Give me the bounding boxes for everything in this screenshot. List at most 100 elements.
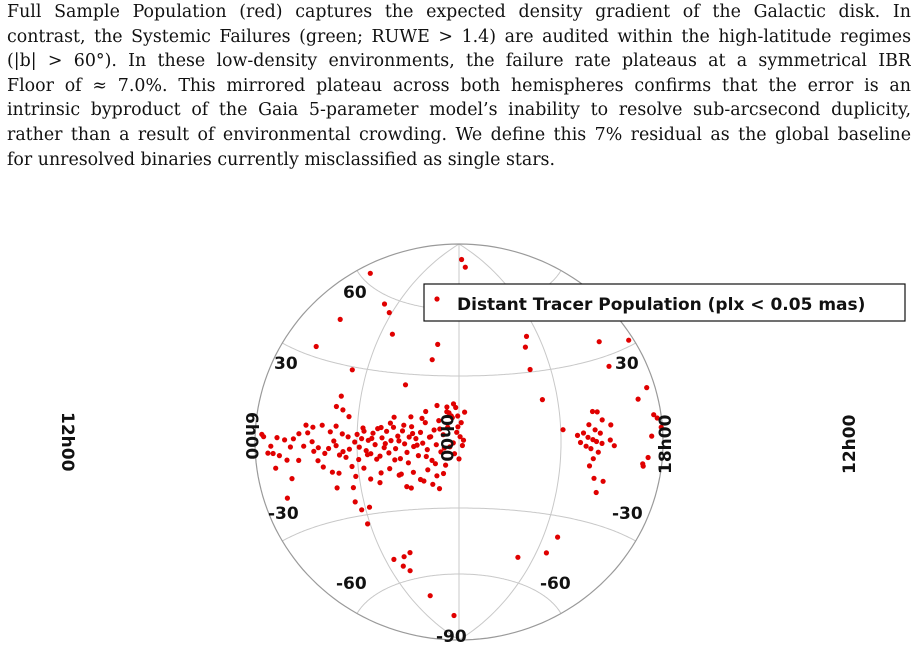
data-point [460, 437, 467, 443]
data-point [444, 404, 450, 410]
data-point [522, 344, 529, 350]
data-point [296, 457, 302, 463]
data-point [387, 420, 393, 426]
data-point [430, 481, 436, 487]
paragraph-line: (|b| > 60°). In these low-density enviro… [7, 51, 911, 72]
data-point [583, 443, 589, 449]
data-point [322, 450, 328, 456]
data-point [432, 461, 438, 467]
data-point [401, 422, 407, 428]
data-point [338, 393, 344, 399]
data-point [455, 424, 461, 430]
lon-label-12h-left: 12h00 [57, 412, 77, 472]
paragraph-line: contrast, the Systemic Failures (green; … [7, 26, 911, 47]
data-point [346, 446, 352, 452]
data-point [349, 463, 355, 470]
data-point [451, 451, 458, 457]
data-point [345, 434, 351, 440]
data-point [377, 480, 383, 486]
data-point [450, 401, 457, 407]
data-point [399, 428, 406, 434]
data-point [391, 556, 397, 563]
data-point [457, 434, 463, 440]
data-point [326, 445, 332, 452]
data-point [315, 458, 321, 464]
data-point [408, 485, 414, 491]
data-point [282, 437, 288, 443]
data-point [458, 420, 464, 426]
data-point [443, 462, 449, 468]
data-point [396, 472, 402, 478]
data-point [588, 446, 594, 452]
lat-label-minus30-right: -30 [612, 504, 643, 524]
data-point [455, 413, 461, 419]
data-point [427, 593, 433, 599]
data-point [402, 382, 409, 388]
data-point [407, 568, 413, 574]
data-point [404, 484, 410, 490]
data-point [407, 550, 413, 556]
data-point [301, 443, 307, 449]
data-point [658, 424, 664, 430]
data-point [397, 456, 403, 462]
data-point [607, 437, 613, 443]
data-point [392, 457, 398, 463]
data-point [284, 457, 290, 463]
data-point [635, 396, 641, 402]
data-point [349, 367, 355, 373]
data-point [329, 469, 335, 475]
data-point [361, 465, 367, 471]
data-point [611, 443, 617, 449]
data-point [365, 521, 371, 527]
data-point [386, 450, 392, 456]
data-point [393, 446, 399, 452]
data-point [284, 495, 290, 501]
data-point [515, 554, 521, 560]
data-point [333, 403, 339, 410]
data-point [379, 435, 385, 441]
data-point [369, 435, 375, 441]
data-point [597, 430, 603, 436]
paragraph-line: rather than a result of environmental cr… [7, 124, 911, 145]
data-point [539, 397, 546, 403]
data-point [370, 430, 376, 436]
data-point [417, 476, 424, 483]
data-point [352, 439, 358, 445]
data-point [391, 414, 397, 420]
paragraph-line: for unresolved binaries currently miscla… [7, 149, 556, 170]
data-point [405, 460, 411, 466]
data-point [436, 418, 442, 424]
data-point [367, 270, 373, 276]
data-point [448, 413, 454, 419]
data-point [626, 337, 632, 343]
data-point [654, 415, 660, 421]
data-point [560, 427, 566, 433]
data-point [651, 412, 657, 418]
data-point [346, 414, 352, 420]
data-point [381, 445, 387, 451]
data-point [381, 301, 388, 307]
data-point [640, 463, 646, 469]
data-point [333, 443, 339, 449]
data-point [400, 563, 406, 569]
data-point [313, 343, 319, 350]
data-point [644, 385, 650, 391]
data-point [382, 441, 388, 447]
data-point [413, 436, 419, 442]
data-point [359, 507, 365, 513]
legend-label: Distant Tracer Population (plx < 0.05 ma… [457, 295, 865, 315]
data-point [586, 463, 593, 469]
data-point [577, 439, 584, 446]
data-point [429, 357, 435, 363]
data-point [590, 456, 596, 462]
data-point [378, 424, 384, 431]
data-point [580, 430, 587, 436]
data-point [434, 473, 440, 479]
data-point [327, 429, 333, 435]
data-point [595, 449, 601, 455]
data-point [599, 440, 605, 446]
data-point [319, 422, 325, 428]
data-point [423, 408, 429, 415]
caption-paragraph: Full Sample Population (red) captures th… [7, 0, 911, 172]
